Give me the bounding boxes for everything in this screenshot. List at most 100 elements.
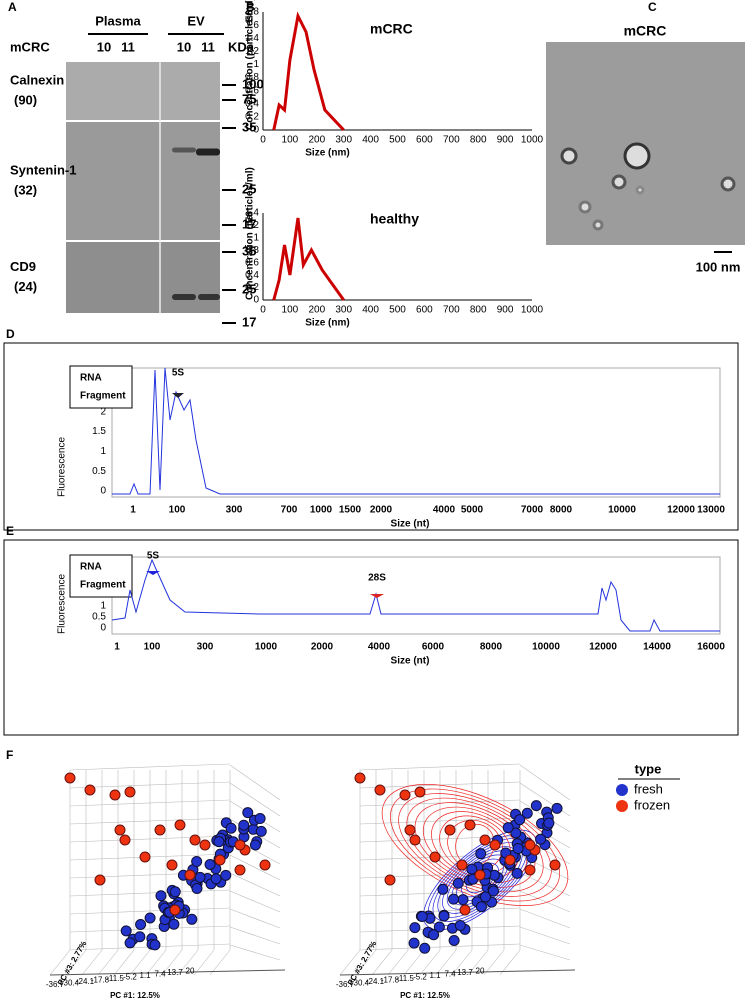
y-tick-label: 0 <box>100 623 106 634</box>
point-frozen <box>489 839 501 851</box>
point-frozen <box>524 839 536 851</box>
unit: KDa <box>228 39 255 54</box>
marker-label: 35 <box>242 119 256 134</box>
point-fresh <box>416 911 428 923</box>
grid-line <box>519 944 571 961</box>
x-tick-label: 16000 <box>697 642 725 653</box>
y-tick-label: 1 <box>253 232 259 243</box>
x-tick-label: 100 <box>169 505 186 516</box>
point-frozen <box>474 869 486 881</box>
band <box>196 148 220 156</box>
marker-label: 75 <box>242 91 256 106</box>
x-tick-label: 1000 <box>255 642 278 653</box>
grid-line <box>499 949 521 976</box>
y-tick-label: 0.8 <box>245 72 259 83</box>
point-frozen <box>124 786 136 798</box>
axis-tick-label: 20 <box>476 967 485 976</box>
point-fresh <box>124 937 136 949</box>
point-fresh <box>255 825 267 837</box>
point-frozen <box>504 854 516 866</box>
point-fresh <box>437 883 449 895</box>
grid-line <box>229 854 281 881</box>
peak-label: 5S <box>172 368 185 379</box>
marker-label: 17 <box>242 216 256 231</box>
y-tick-label: 0.2 <box>245 282 259 293</box>
y-axis-label: Fluorescence <box>57 574 68 634</box>
blot <box>66 122 220 240</box>
marker-label: 25 <box>242 281 256 296</box>
band <box>198 294 220 300</box>
point-fresh <box>543 817 555 829</box>
grid-line <box>229 944 281 961</box>
point-fresh <box>428 929 440 941</box>
band <box>172 147 196 153</box>
point-fresh <box>149 939 161 951</box>
point-fresh <box>409 922 421 934</box>
point-fresh <box>144 912 156 924</box>
ellipsoid-mesh <box>431 811 519 879</box>
y-tick-label: 0 <box>253 295 259 306</box>
row-label: mCRC <box>10 39 50 54</box>
point-frozen <box>154 824 166 836</box>
point-fresh <box>454 919 466 931</box>
legend-item: frozen <box>634 797 670 812</box>
x-tick-label: 6000 <box>422 642 445 653</box>
grid-line <box>419 949 441 976</box>
point-fresh <box>186 913 198 925</box>
point-fresh <box>220 869 232 881</box>
point-frozen <box>234 864 246 876</box>
grid-line <box>339 949 361 976</box>
point-fresh <box>475 848 487 860</box>
axis-label: PC #1: 12.5% <box>400 991 450 1000</box>
point-fresh <box>120 925 132 937</box>
x-tick-label: 100 <box>144 642 161 653</box>
size-distribution <box>272 11 345 132</box>
grid-line <box>177 949 199 976</box>
point-frozen <box>444 824 456 836</box>
marker-label: 17 <box>242 314 256 329</box>
axis-tick-label: -24.1 <box>366 977 385 986</box>
legend-text: Fragment <box>80 391 126 402</box>
peak-marker <box>146 571 160 575</box>
y-tick-label: 0.6 <box>245 85 259 96</box>
y-axis-label: Concentration (particles/ml) <box>245 0 256 130</box>
scale-label: 100 nm <box>696 259 741 274</box>
electropherogram <box>111 558 720 632</box>
axis-tick-label: -5.2 <box>413 973 427 982</box>
plot-title: healthy <box>370 211 419 227</box>
axis <box>339 969 576 976</box>
grid-line <box>519 872 571 897</box>
protein-name: Syntenin-1 <box>10 162 76 177</box>
plot-frame <box>111 367 721 498</box>
protein-size: (90) <box>14 92 37 107</box>
point-fresh <box>238 819 250 831</box>
point-fresh <box>213 836 225 848</box>
lane-label: 10 <box>177 39 191 54</box>
axis-tick-label: -17.8 <box>381 976 400 985</box>
point-fresh <box>448 893 460 905</box>
x-tick-label: 300 <box>226 505 243 516</box>
point-frozen <box>214 854 226 866</box>
y-tick-label: 0 <box>100 486 106 497</box>
electropherogram <box>112 367 720 495</box>
y-tick-label: 0.6 <box>245 257 259 268</box>
y-tick-label: 1 <box>253 59 259 70</box>
point-fresh <box>210 873 222 885</box>
grid-line <box>519 908 571 929</box>
x-tick-label: 1000 <box>310 505 333 516</box>
point-frozen <box>169 904 181 916</box>
peak-label: 5S <box>147 551 160 562</box>
point-fresh <box>254 813 266 825</box>
axis-tick-label: -5.2 <box>123 973 137 982</box>
legend-title: type <box>635 761 662 776</box>
y-tick-label: 1.4 <box>245 33 259 44</box>
plot-title: mCRC <box>370 21 413 37</box>
y-tick-label: 0.8 <box>245 245 259 256</box>
point-frozen <box>114 824 126 836</box>
grid-line <box>229 926 281 945</box>
x-axis-label: Size (nm) <box>305 318 349 329</box>
point-fresh <box>457 894 469 906</box>
grid-line <box>97 949 119 976</box>
x-tick-label: 7000 <box>521 505 544 516</box>
